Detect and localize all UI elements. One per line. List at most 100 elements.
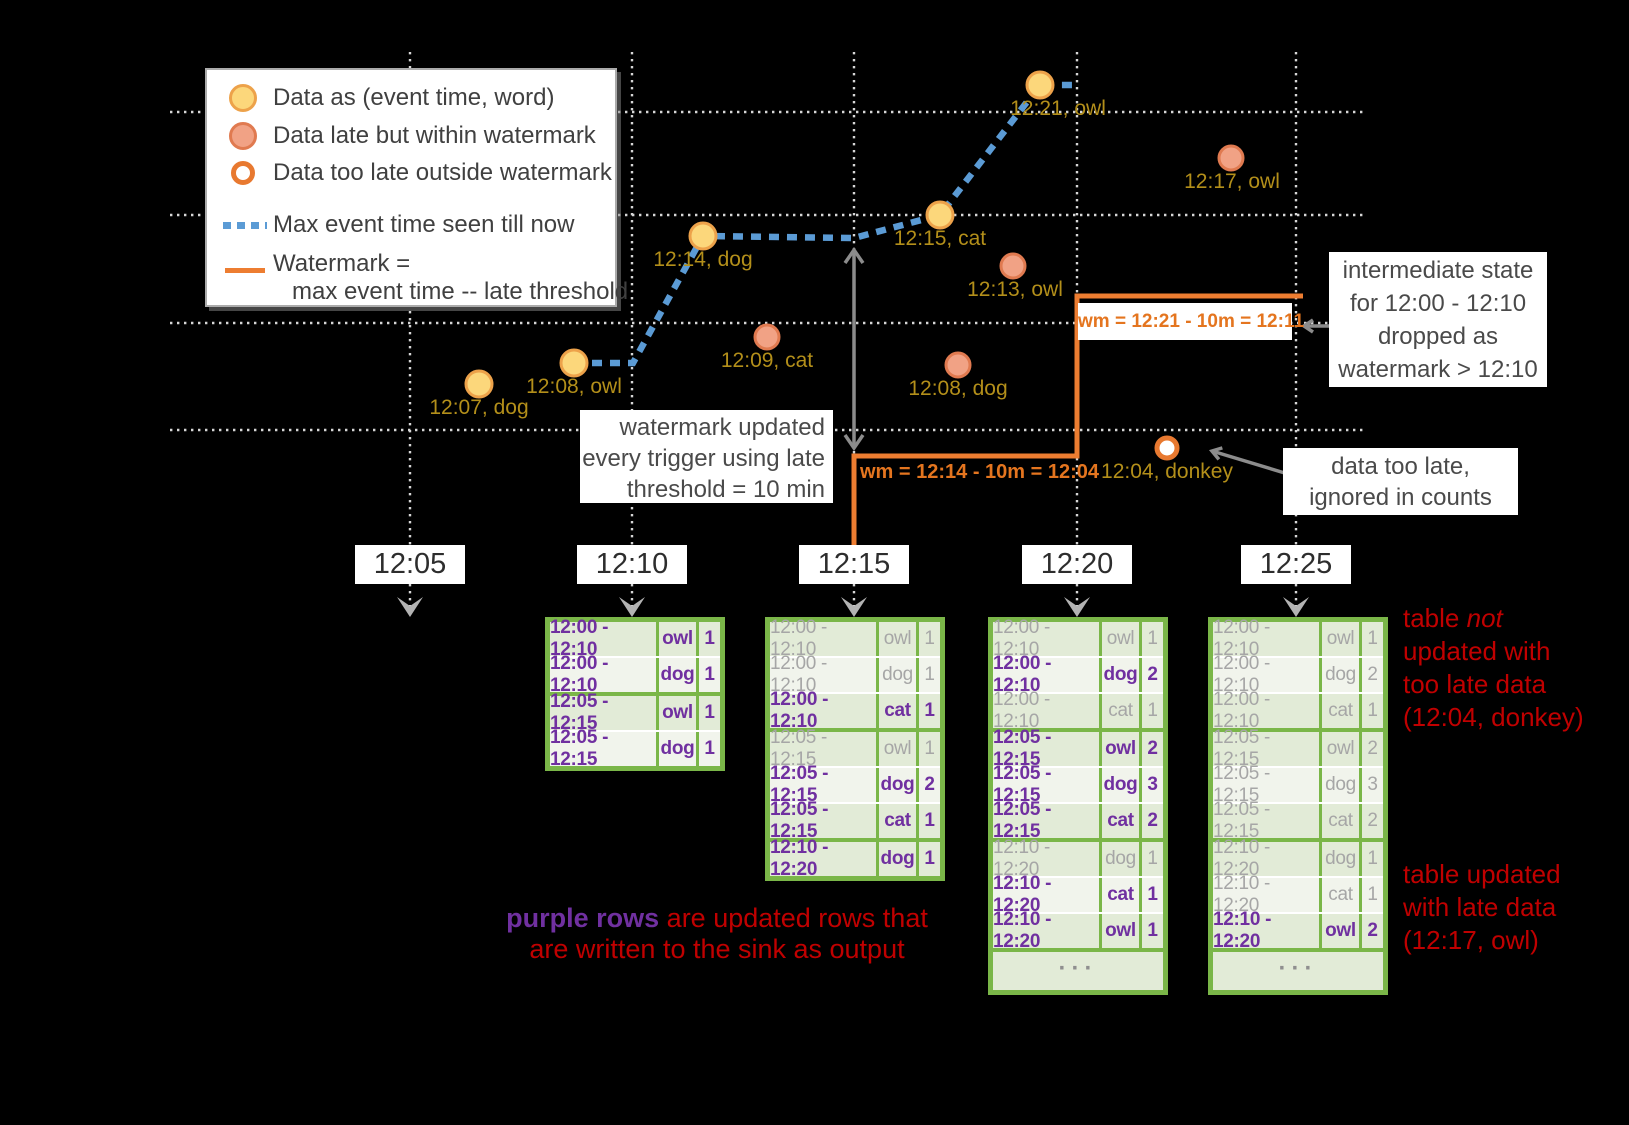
data-point-12:13-owl — [999, 252, 1027, 280]
cell-count: 1 — [1142, 842, 1163, 876]
table-row: 12:10 - 12:20 owl 1 — [993, 909, 1163, 952]
window-group: 12:05 - 12:15 owl 2 12:05 - 12:15 dog 3 12:05 … — [1213, 727, 1383, 842]
time-label-12:05: 12:05 — [355, 545, 465, 584]
legend-item-toolate: Data too late outside watermark — [207, 156, 615, 190]
more-rows-ellipsis: ··· — [1213, 952, 1383, 990]
window-group: 12:10 - 12:20 dog 1 — [770, 837, 940, 880]
note-line: are written to the sink as output — [529, 934, 905, 964]
cell-word: dog — [879, 842, 916, 876]
trigger-arrowheads — [397, 597, 1309, 617]
legend-item-late: Data late but within watermark — [207, 119, 615, 153]
cell-window: 12:05 - 12:15 — [993, 799, 1099, 842]
data-point-12:07-dog — [464, 369, 494, 399]
table-row: 12:00 - 12:10 owl 1 — [993, 617, 1163, 660]
cell-word: cat — [1102, 694, 1139, 728]
cell-count: 1 — [1362, 694, 1383, 728]
table-row: 12:05 - 12:15 dog 3 — [993, 763, 1163, 806]
table-row: 12:00 - 12:10 dog 2 — [993, 653, 1163, 696]
table-row: 12:05 - 12:15 dog 2 — [770, 763, 940, 806]
on-time-point-icon — [229, 84, 257, 112]
cell-count: 1 — [1362, 842, 1383, 876]
table-row: 12:05 - 12:15 cat 2 — [993, 799, 1163, 842]
callout-line: dropped as — [1377, 323, 1499, 350]
data-point-label: 12:07, dog — [429, 396, 529, 419]
cell-window: 12:05 - 12:15 — [770, 727, 876, 770]
cell-window: 12:00 - 12:10 — [1213, 653, 1319, 696]
table-row: 12:00 - 12:10 cat 1 — [1213, 689, 1383, 732]
cell-count: 1 — [1362, 622, 1383, 656]
data-point-label: 12:17, owl — [1184, 170, 1280, 193]
cell-window: 12:05 - 12:15 — [550, 727, 656, 770]
cell-count: 1 — [699, 732, 720, 766]
table-row: 12:05 - 12:15 owl 2 — [993, 727, 1163, 770]
data-point-12:21-owl — [1025, 70, 1055, 100]
window-group: 12:10 - 12:20 dog 1 12:10 - 12:20 cat 1 12:10 … — [1213, 837, 1383, 952]
callout-line: ignored in counts — [1309, 484, 1492, 511]
data-point-label: 12:14, dog — [653, 248, 753, 271]
cell-window: 12:05 - 12:15 — [1213, 763, 1319, 806]
cell-count: 2 — [1362, 658, 1383, 692]
result-table-12:10: 12:00 - 12:10 owl 1 12:00 - 12:10 dog 1 12:05 … — [545, 617, 725, 771]
cell-window: 12:00 - 12:10 — [550, 617, 656, 660]
window-group: 12:00 - 12:10 owl 1 12:00 - 12:10 dog 2 12:00 … — [993, 617, 1163, 732]
cell-count: 1 — [919, 694, 940, 728]
data-point-12:09-cat — [753, 323, 781, 351]
cell-window: 12:05 - 12:15 — [993, 727, 1099, 770]
cell-word: owl — [659, 622, 696, 656]
table-row: 12:10 - 12:20 cat 1 — [1213, 873, 1383, 916]
cell-word: dog — [1102, 658, 1139, 692]
cell-count: 1 — [919, 622, 940, 656]
cell-word: owl — [879, 732, 916, 766]
table-row: 12:05 - 12:15 owl 2 — [1213, 727, 1383, 770]
window-group: 12:05 - 12:15 owl 2 12:05 - 12:15 dog 3 12:05 … — [993, 727, 1163, 842]
legend-item-label: max event time -- late threshold — [292, 278, 629, 305]
cell-word: owl — [1102, 622, 1139, 656]
cell-count: 2 — [1362, 804, 1383, 838]
legend-item-label: Data too late outside watermark — [273, 159, 612, 186]
watermark-line — [851, 293, 1303, 545]
cell-count: 1 — [699, 696, 720, 730]
cell-count: 1 — [919, 732, 940, 766]
cell-window: 12:05 - 12:15 — [770, 763, 876, 806]
trigger-arrow-12:05 — [397, 597, 423, 617]
cell-word: cat — [879, 694, 916, 728]
more-rows-ellipsis: ··· — [993, 952, 1163, 990]
cell-window: 12:10 - 12:20 — [993, 873, 1099, 916]
trigger-span-arrow — [843, 246, 865, 452]
data-point-label: 12:04, donkey — [1101, 460, 1233, 483]
cell-window: 12:10 - 12:20 — [1213, 909, 1319, 952]
table-row: 12:00 - 12:10 cat 1 — [770, 689, 940, 732]
cell-word: dog — [1322, 768, 1359, 802]
cell-word: cat — [1102, 878, 1139, 912]
late-point-icon — [229, 122, 257, 150]
result-table-12:15: 12:00 - 12:10 owl 1 12:00 - 12:10 dog 1 12:00 … — [765, 617, 945, 881]
cell-count: 1 — [1142, 878, 1163, 912]
cell-count: 1 — [1362, 878, 1383, 912]
legend-item-ontime: Data as (event time, word) — [207, 81, 615, 115]
data-point-label: 12:21, owl — [1010, 97, 1106, 120]
table-row: 12:10 - 12:20 owl 2 — [1213, 909, 1383, 952]
cell-window: 12:00 - 12:10 — [993, 653, 1099, 696]
note-line: too late data — [1403, 669, 1547, 699]
cell-window: 12:10 - 12:20 — [1213, 837, 1319, 880]
legend-item-label: Watermark = — [273, 250, 411, 277]
cell-window: 12:10 - 12:20 — [993, 837, 1099, 880]
cell-word: dog — [1102, 842, 1139, 876]
callout-line: for 12:00 - 12:10 — [1349, 290, 1527, 317]
table-row: 12:05 - 12:15 dog 3 — [1213, 763, 1383, 806]
table-row: 12:05 - 12:15 owl 1 — [770, 727, 940, 770]
table-row: 12:10 - 12:20 dog 1 — [770, 837, 940, 880]
cell-count: 1 — [1142, 914, 1163, 948]
data-point-12:17-owl — [1217, 144, 1245, 172]
cell-count: 1 — [919, 842, 940, 876]
cell-word: cat — [1322, 694, 1359, 728]
window-group: 12:05 - 12:15 owl 1 12:05 - 12:15 dog 1 — [550, 691, 720, 770]
callout-line: watermark updated — [619, 414, 825, 441]
data-point-12:08-owl — [559, 348, 589, 378]
legend: Data as (event time, word) Data late but… — [205, 68, 628, 307]
note-line: purple rows are updated rows that — [506, 903, 928, 933]
trigger-arrow-12:15 — [841, 597, 867, 617]
time-label-12:10: 12:10 — [577, 545, 687, 584]
legend-item-label: Data as (event time, word) — [273, 84, 555, 111]
